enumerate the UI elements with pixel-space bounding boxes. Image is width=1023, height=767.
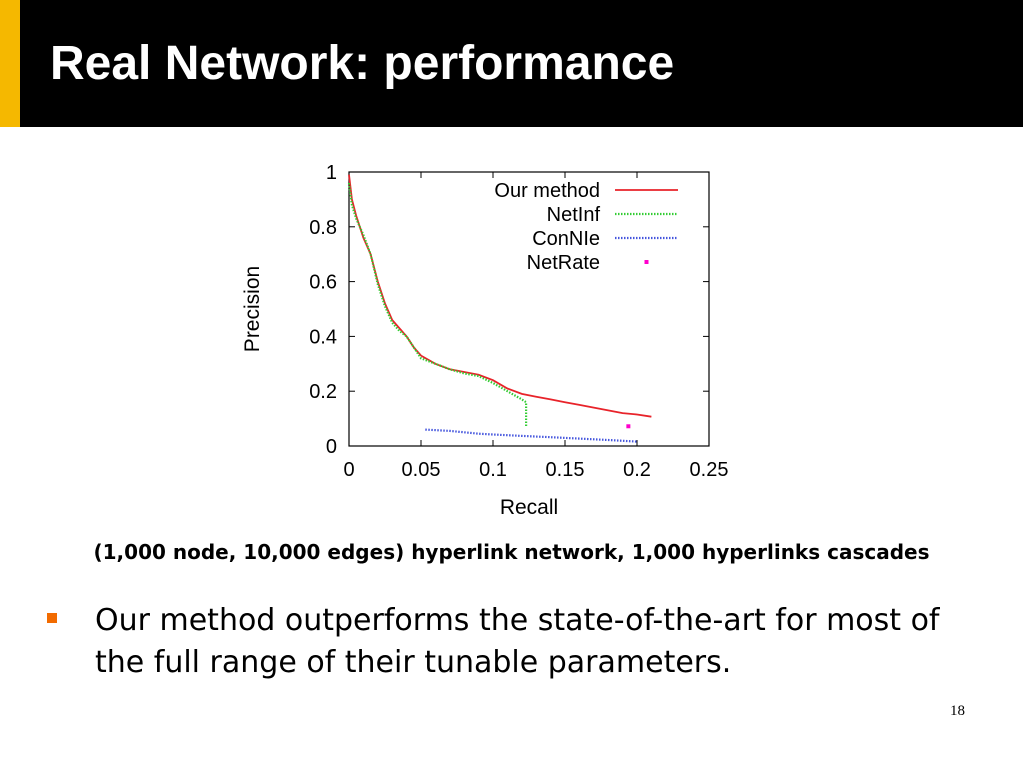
x-tick-label: 0.25 (690, 459, 729, 481)
x-tick-label: 0.2 (623, 459, 651, 481)
page-number: 18 (950, 703, 965, 719)
bullet-text: Our method outperforms the state-of-the-… (95, 603, 940, 680)
legend-label-connie: ConNIe (532, 228, 600, 250)
our-method-line (348, 174, 652, 418)
x-tick-label: 0.15 (546, 459, 585, 481)
y-tick-label: 0.6 (309, 272, 337, 294)
title-bar (0, 0, 1023, 127)
legend-swatch-netrate (644, 260, 649, 264)
netrate-point (626, 424, 631, 429)
x-tick-label: 0 (343, 459, 354, 481)
x-axis-label: Recall (500, 496, 558, 519)
legend-label-netinf: NetInf (547, 204, 601, 226)
y-tick-label: 0.2 (309, 381, 337, 403)
netinf-line (347, 182, 528, 427)
slide-title: Real Network: performance (50, 37, 675, 90)
precision-recall-chart: 0 0.05 0.1 0.15 0.2 0.25 0 0.2 0.4 0.6 0.8 1 Recall P… (241, 162, 729, 519)
legend-label-netrate: NetRate (527, 252, 600, 274)
y-tick-label: 0.4 (309, 326, 337, 348)
y-tick-label: 0 (326, 436, 337, 458)
title-accent-bar (0, 0, 20, 127)
bullet-marker (47, 613, 57, 623)
x-tick-label: 0.05 (402, 459, 441, 481)
connie-line (425, 428, 638, 443)
y-axis-label: Precision (241, 266, 264, 352)
chart-caption: (1,000 node, 10,000 edges) hyperlink net… (93, 540, 930, 564)
y-tick-label: 1 (326, 162, 337, 184)
y-tick-label: 0.8 (309, 217, 337, 239)
x-tick-label: 0.1 (479, 459, 507, 481)
legend-label-our-method: Our method (494, 180, 600, 202)
plot-frame (348, 171, 710, 447)
